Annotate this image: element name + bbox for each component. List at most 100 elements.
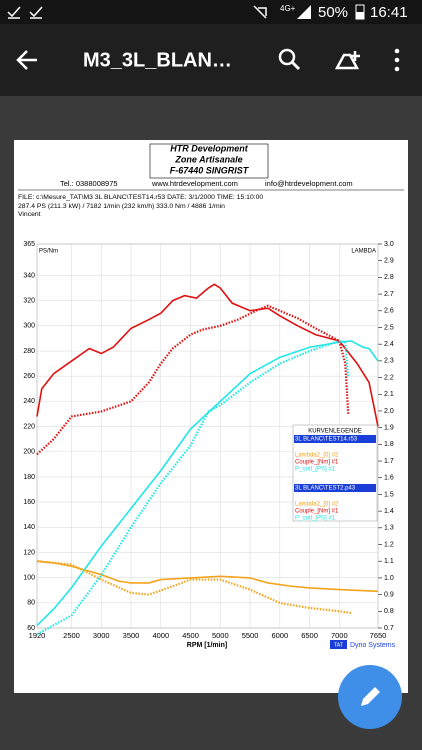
address: F-67440 SINGRIST xyxy=(170,165,250,175)
y2-tick-label: 1.8 xyxy=(384,441,394,448)
legend-entry: P_outl_[PS] #1 xyxy=(295,467,336,473)
y2-tick-label: 1.6 xyxy=(384,475,394,482)
x-tick-label: 7000 xyxy=(331,631,348,640)
y-tick-label: 320 xyxy=(23,297,35,304)
logo-box xyxy=(330,640,347,649)
back-button[interactable] xyxy=(16,50,37,70)
series-line xyxy=(36,560,352,615)
more-button[interactable] xyxy=(394,48,400,54)
legend-group-bg xyxy=(294,484,376,492)
y2-tick-label: 1.3 xyxy=(384,525,394,532)
y-tick-label: 220 xyxy=(23,423,35,430)
file-info: FILE: c:\Mesure_TAT\M3 3L BLANC\TEST14.r… xyxy=(18,194,263,201)
y2-tick-label: 1.5 xyxy=(384,491,394,498)
y2-tick-label: 1.9 xyxy=(384,424,394,431)
file-title: M3_3L_BLAN… xyxy=(83,49,232,71)
toolbar-icons: M3_3L_BLAN… xyxy=(16,48,400,72)
series-line xyxy=(36,560,379,593)
signal-icon xyxy=(297,5,311,19)
y-tick-label: 100 xyxy=(23,574,35,581)
battery-percent: 50% xyxy=(318,4,348,21)
x-tick-label: 5500 xyxy=(242,631,259,640)
y2-tick-label: 2.3 xyxy=(384,358,394,365)
email: info@htrdevelopment.com xyxy=(265,179,353,188)
x-tick-label: 1920 xyxy=(29,631,46,640)
y-tick-label: 300 xyxy=(23,323,35,330)
y2-tick-label: 2.7 xyxy=(384,291,394,298)
legend-group-bg xyxy=(294,435,376,443)
clock: 16:41 xyxy=(370,4,408,21)
y2-tick-label: 2.6 xyxy=(384,308,394,315)
footer: Dyno Systems xyxy=(350,642,396,649)
phone: Tel.: 0388008975 xyxy=(60,179,118,188)
more-dot xyxy=(394,66,400,72)
edit-icon xyxy=(361,687,380,706)
legend-entry: P_outl_[PS] #1 xyxy=(295,516,336,522)
y2-tick-label: 2.2 xyxy=(384,374,394,381)
company: HTR Development xyxy=(170,143,249,153)
y2-tick-label: 1.1 xyxy=(384,558,394,565)
operator: Vincent xyxy=(18,211,41,218)
header-box xyxy=(149,143,269,179)
y2-tick-label: 1.7 xyxy=(384,458,394,465)
x-axis-label: RPM [1/min] xyxy=(187,642,227,649)
address: Zone Artisanale xyxy=(174,154,242,164)
legend-entry: Lambda2_[0] #2 xyxy=(295,453,339,459)
x-tick-label: 7650 xyxy=(370,631,387,640)
y2-tick-label: 1.4 xyxy=(384,508,394,515)
y-tick-label: 200 xyxy=(23,449,35,456)
battery-level xyxy=(356,12,364,19)
x-tick-label: 6000 xyxy=(271,631,288,640)
y-tick-label: 60 xyxy=(27,625,35,632)
x-tick-label: 2500 xyxy=(63,631,80,640)
more-dot xyxy=(394,57,400,63)
y-tick-label: 140 xyxy=(23,524,35,531)
page xyxy=(14,140,408,693)
x-tick-label: 3000 xyxy=(93,631,110,640)
y2-tick-label: 2.8 xyxy=(384,274,394,281)
x-tick-label: 5000 xyxy=(212,631,229,640)
y2-tick-label: 2.1 xyxy=(384,391,394,398)
website: www.htrdevelopment.com xyxy=(151,179,238,188)
y2-tick-label: 0.7 xyxy=(384,625,394,632)
notification-icon xyxy=(7,6,21,19)
mute-icon xyxy=(253,5,267,19)
y-tick-label: 80 xyxy=(27,600,35,607)
y-tick-label: 180 xyxy=(23,474,35,481)
y-tick-label: 120 xyxy=(23,549,35,556)
y2-tick-label: 0.8 xyxy=(384,608,394,615)
legend-entry: Couple_[Nm] #1 xyxy=(295,460,339,466)
y2-tick-label: 2.5 xyxy=(384,324,394,331)
result: 287.4 PS (211.3 kW) / 7182 1/min (232 km… xyxy=(18,203,225,210)
y2-tick-label: 1.2 xyxy=(384,541,394,548)
legend-entry: Lambda2_[0] #2 xyxy=(295,502,339,508)
y-tick-label: 160 xyxy=(23,499,35,506)
y2-tick-label: 3.0 xyxy=(384,241,394,248)
y2-axis-label: LAMBDA xyxy=(351,249,376,255)
y2-tick-label: 2.9 xyxy=(384,258,394,265)
x-tick-label: 4000 xyxy=(152,631,169,640)
drive-add-plus xyxy=(350,51,360,61)
legend-group: 3L BLANC\TEST2.p43 xyxy=(295,486,356,492)
y2-tick-label: 1.0 xyxy=(384,575,394,582)
series-line xyxy=(36,304,350,456)
y-tick-label: 365 xyxy=(23,241,35,248)
toolbar: M3_3L_BLAN… xyxy=(0,24,422,96)
series-line xyxy=(36,340,379,627)
network-type: 4G+ xyxy=(280,4,296,13)
y-tick-label: 280 xyxy=(23,348,35,355)
y2-tick-label: 2.4 xyxy=(384,341,394,348)
y-axis-label: PS/Nm xyxy=(39,249,58,255)
x-tick-label: 6500 xyxy=(301,631,318,640)
legend-group: 3L BLANC\TEST14.r53 xyxy=(295,437,358,443)
x-tick-label: 3500 xyxy=(123,631,140,640)
y2-tick-label: 0.9 xyxy=(384,591,394,598)
status-bar: 4G+ 50% 16:41 xyxy=(0,0,422,24)
y-tick-label: 240 xyxy=(23,398,35,405)
footer-logo: TAT xyxy=(334,642,344,648)
search-button[interactable] xyxy=(278,48,296,66)
series-line xyxy=(36,339,350,636)
y2-tick-label: 2.0 xyxy=(384,408,394,415)
